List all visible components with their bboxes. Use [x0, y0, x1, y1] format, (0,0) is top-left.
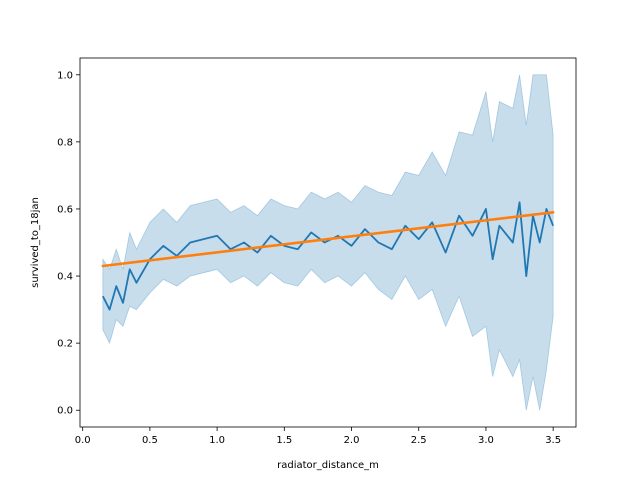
data-point	[310, 231, 312, 233]
data-point	[102, 295, 104, 297]
data-point	[431, 221, 433, 223]
y-tick-label: 0.6	[57, 204, 73, 215]
data-point	[458, 214, 460, 216]
data-point	[202, 238, 204, 240]
x-axis-ticks: 0.0 0.5 1.0 1.5 2.0 2.5 3.0 3.5	[75, 427, 561, 446]
trend-line-layer	[101, 211, 555, 268]
data-point	[189, 241, 191, 243]
data-point	[471, 235, 473, 237]
data-point	[518, 201, 520, 203]
x-tick-label: 0.5	[142, 435, 158, 446]
y-tick-label: 1.0	[57, 70, 73, 81]
data-point	[498, 225, 500, 227]
data-point	[444, 251, 446, 253]
y-axis-ticks: 0.0 0.2 0.4 0.6 0.8 1.0	[57, 70, 80, 417]
x-tick-label: 2.5	[411, 435, 427, 446]
y-tick-label: 0.8	[57, 137, 73, 148]
data-point	[377, 241, 379, 243]
x-tick-label: 1.5	[276, 435, 292, 446]
data-point	[122, 302, 124, 304]
x-tick-label: 3.5	[545, 435, 561, 446]
series-line-mean-survival	[102, 201, 554, 311]
data-point	[525, 275, 527, 277]
data-point	[512, 241, 514, 243]
data-point	[115, 285, 117, 287]
data-point	[243, 241, 245, 243]
data-point	[216, 235, 218, 237]
data-point	[485, 208, 487, 210]
y-tick-label: 0.4	[57, 272, 73, 283]
trend-line-linear-fit	[101, 211, 555, 268]
data-point	[350, 245, 352, 247]
y-tick-label: 0.0	[57, 406, 73, 417]
confidence-band-layer	[102, 74, 554, 411]
plot-background	[80, 58, 576, 427]
y-tick-label: 0.2	[57, 339, 73, 350]
x-tick-label: 1.0	[209, 435, 225, 446]
data-point	[364, 228, 366, 230]
x-tick-label: 3.0	[478, 435, 494, 446]
data-point	[539, 241, 541, 243]
data-point	[404, 225, 406, 227]
series-line-layer	[102, 201, 554, 311]
x-tick-label: 0.0	[75, 435, 91, 446]
x-tick-label: 2.0	[344, 435, 360, 446]
data-point	[129, 268, 131, 270]
x-axis-label: radiator_distance_m	[277, 460, 379, 471]
data-point	[256, 251, 258, 253]
data-point	[552, 225, 554, 227]
y-axis-label: survived_to_18jan	[30, 197, 41, 288]
data-point	[297, 248, 299, 250]
data-point	[391, 248, 393, 250]
data-point	[418, 238, 420, 240]
data-point	[108, 308, 110, 310]
plot-frame	[79, 57, 577, 428]
data-point	[162, 245, 164, 247]
data-point	[491, 258, 493, 260]
confidence-band	[102, 74, 554, 411]
data-point	[323, 241, 325, 243]
data-point	[270, 235, 272, 237]
data-point	[545, 208, 547, 210]
data-point	[135, 282, 137, 284]
